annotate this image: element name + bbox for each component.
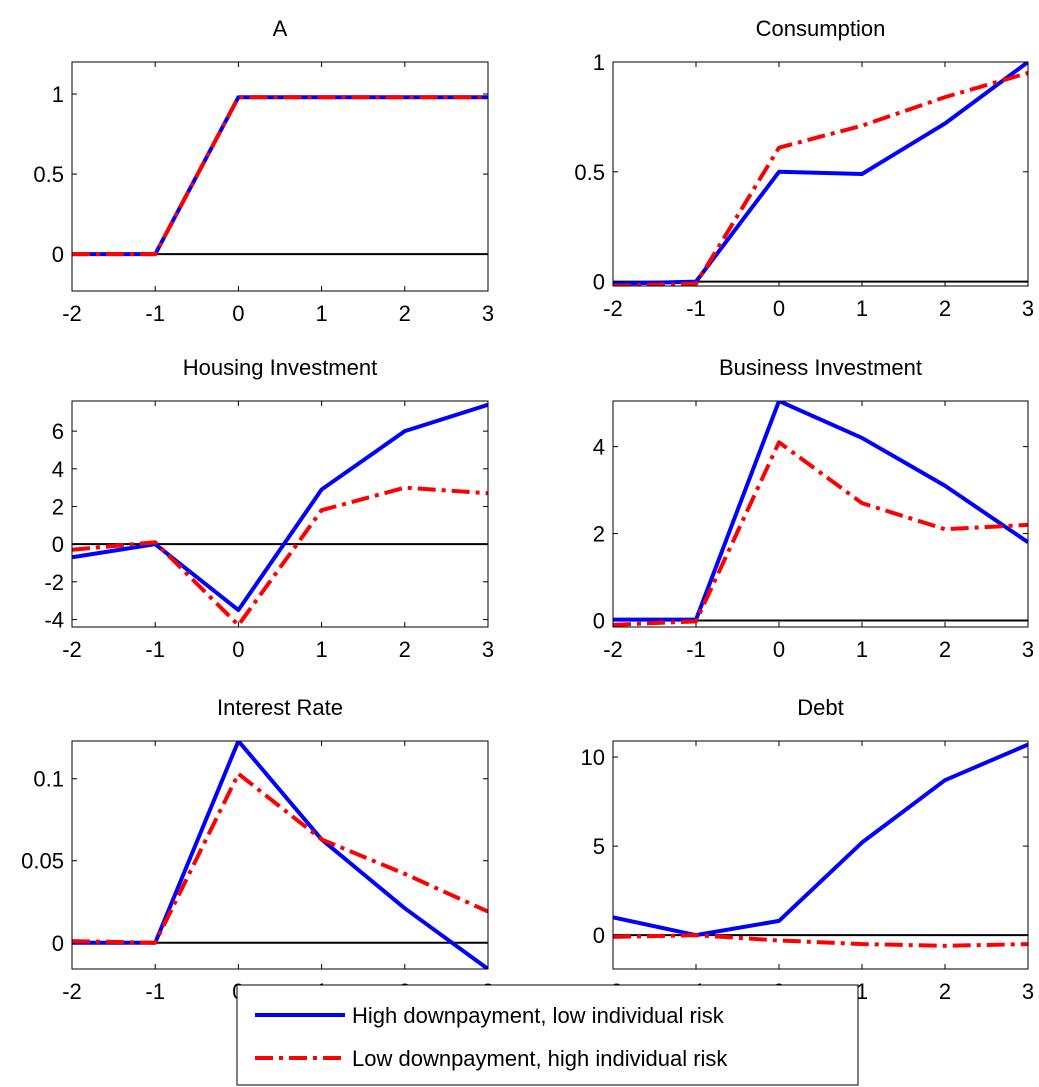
x-tick-label: 0 <box>232 637 244 662</box>
x-tick-label: -2 <box>603 296 623 321</box>
x-tick-label: 1 <box>856 637 868 662</box>
x-tick-label: -2 <box>603 637 623 662</box>
y-tick-label: 2 <box>52 494 64 519</box>
axes-box <box>71 61 489 292</box>
y-tick-label: 0 <box>593 608 605 633</box>
plot-area <box>72 402 488 627</box>
x-tick-label: 3 <box>1022 637 1034 662</box>
y-tick-label: 4 <box>593 435 605 460</box>
x-tick-label: -1 <box>686 637 706 662</box>
axes-box <box>612 400 1029 628</box>
x-tick-label: 3 <box>482 301 494 326</box>
x-tick-label: 1 <box>315 301 327 326</box>
y-tick-label: 4 <box>52 457 64 482</box>
y-tick-label: 0.5 <box>574 160 605 185</box>
legend-box <box>236 984 859 1086</box>
series-line <box>613 742 1028 938</box>
series-line <box>613 71 1028 286</box>
y-tick-label: 0 <box>52 532 64 557</box>
y-tick-label: 10 <box>581 745 605 770</box>
y-tick-label: 0 <box>593 923 605 948</box>
x-tick-label: 2 <box>939 296 951 321</box>
panel-title: A <box>273 16 288 41</box>
plot-area <box>72 95 488 257</box>
series-line <box>72 402 488 613</box>
y-tick-label: 1 <box>52 82 64 107</box>
y-tick-label: 0.1 <box>33 767 64 792</box>
y-tick-label: 2 <box>593 522 605 547</box>
x-tick-label: 1 <box>856 296 868 321</box>
x-tick-label: -2 <box>62 979 82 1004</box>
panel-title: Business Investment <box>719 355 922 380</box>
panel-title: Housing Investment <box>183 355 377 380</box>
y-tick-label: 5 <box>593 834 605 859</box>
y-tick-label: 0 <box>52 242 64 267</box>
x-tick-label: 2 <box>939 637 951 662</box>
y-tick-label: -2 <box>44 570 64 595</box>
axes-box <box>612 740 1029 970</box>
series-line <box>72 485 488 627</box>
axes-box <box>71 740 489 970</box>
y-tick-label: 0.5 <box>33 162 64 187</box>
x-tick-label: -2 <box>62 301 82 326</box>
plot-area <box>72 741 488 969</box>
series-line <box>72 741 488 969</box>
x-tick-label: -1 <box>145 637 165 662</box>
y-tick-label: 0 <box>52 931 64 956</box>
series-line <box>72 95 488 257</box>
series-line <box>613 62 1028 286</box>
series-line <box>613 933 1028 948</box>
legend-label: High downpayment, low individual risk <box>352 1003 725 1028</box>
series-line <box>613 401 1028 622</box>
x-tick-label: 1 <box>315 637 327 662</box>
x-tick-label: 2 <box>399 637 411 662</box>
axes-box <box>71 400 489 628</box>
y-tick-label: -4 <box>44 607 64 632</box>
x-tick-label: 3 <box>1022 979 1034 1004</box>
legend-label: Low downpayment, high individual risk <box>352 1046 728 1071</box>
x-tick-label: 0 <box>232 301 244 326</box>
plot-area <box>613 62 1028 286</box>
series-line <box>613 440 1028 627</box>
y-tick-label: 6 <box>52 419 64 444</box>
x-tick-label: 0 <box>773 637 785 662</box>
x-tick-label: -1 <box>145 979 165 1004</box>
x-tick-label: 1 <box>856 979 868 1004</box>
plot-area <box>613 401 1028 627</box>
series-line <box>72 95 488 257</box>
x-tick-label: -1 <box>145 301 165 326</box>
x-tick-label: 3 <box>1022 296 1034 321</box>
x-tick-label: 3 <box>482 637 494 662</box>
x-tick-label: -2 <box>62 637 82 662</box>
panel-title: Consumption <box>756 16 886 41</box>
x-tick-label: 2 <box>939 979 951 1004</box>
y-tick-label: 0 <box>593 270 605 295</box>
x-tick-label: -1 <box>686 296 706 321</box>
axes-box <box>612 61 1029 287</box>
x-tick-label: 0 <box>773 296 785 321</box>
panel-title: Interest Rate <box>217 695 343 720</box>
panel-title: Debt <box>797 695 843 720</box>
y-tick-label: 1 <box>593 50 605 75</box>
y-tick-label: 0.05 <box>21 849 64 874</box>
plot-area <box>613 742 1028 948</box>
x-tick-label: 2 <box>399 301 411 326</box>
series-line <box>72 771 488 945</box>
